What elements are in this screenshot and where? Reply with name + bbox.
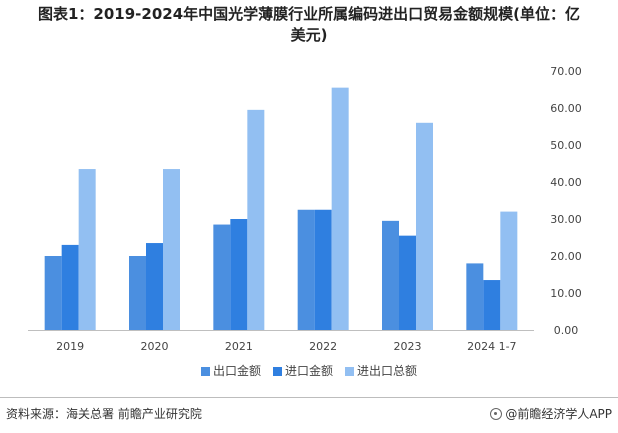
bar-chart: 2019 2020 2021 2022 2023 2024 1-7 0.00 10.00 20… [28,65,582,353]
y-tick-label: 40.00 [550,176,582,189]
bar-2-1 [163,169,180,330]
bar-1-0 [61,244,79,330]
bar-group [44,87,518,331]
bar-1-3 [314,209,332,330]
bar-0-0 [44,256,62,330]
x-tick-label: 2021 [225,340,253,353]
source-text: 资料来源：海关总署 前瞻产业研究院 [6,407,202,421]
y-tick-label: 50.00 [550,139,582,152]
bar-0-2 [213,224,231,330]
chart-title-line-1: 图表1：2019-2024年中国光学薄膜行业所属编码进出口贸易金额规模(单位：亿 [37,5,581,23]
legend-item-1: 进口金额 [272,362,333,379]
legend-swatch [345,367,354,376]
x-tick-label: 2024 1-7 [467,340,516,353]
bar-0-4 [382,220,399,330]
bar-0-5 [466,263,484,330]
brand-text: @前瞻经济学人APP [505,407,612,421]
footer-divider [0,397,618,398]
bar-1-1 [146,243,163,330]
x-tick-label: 2022 [309,340,337,353]
y-tick-label: 10.00 [550,287,582,300]
bar-2-5 [500,211,518,330]
x-tick-labels: 2019 2020 2021 2022 2023 2024 1-7 [56,340,516,353]
legend-label: 进口金额 [284,364,333,378]
footer: 资料来源：海关总署 前瞻产业研究院 @前瞻经济学人APP [0,397,618,433]
bar-0-3 [297,209,315,330]
y-tick-label: 20.00 [550,250,582,263]
bar-1-5 [483,280,501,330]
x-tick-label: 2020 [141,340,169,353]
y-tick-labels: 0.00 10.00 20.00 30.00 40.00 50.00 60.00 70.00 [550,65,582,337]
x-tick-label: 2019 [56,340,84,353]
x-tick-label: 2023 [394,340,422,353]
bar-1-2 [230,219,248,330]
legend-swatch [272,367,282,376]
legend-item-2: 进出口总额 [345,362,417,379]
bar-2-3 [331,87,349,331]
chart-title-line-2: 美元) [290,26,328,44]
legend-label: 出口金额 [212,364,261,378]
brand-credit: @前瞻经济学人APP [490,405,612,422]
bar-2-4 [416,122,433,330]
y-tick-label: 0.00 [554,324,579,337]
y-tick-label: 60.00 [550,102,582,115]
legend-swatch [200,367,210,376]
bar-0-1 [129,256,146,330]
legend-label: 进出口总额 [357,364,418,378]
bar-2-2 [247,109,265,330]
legend-item-0: 出口金额 [200,362,261,379]
legend: 出口金额 进口金额 进出口总额 [0,362,618,379]
bar-2-0 [78,169,96,330]
brand-logo-icon [490,408,503,420]
bar-1-4 [399,235,416,330]
chart-title: 图表1：2019-2024年中国光学薄膜行业所属编码进出口贸易金额规模(单位：亿… [0,4,618,46]
y-tick-label: 30.00 [550,213,582,226]
y-tick-label: 70.00 [550,65,582,78]
